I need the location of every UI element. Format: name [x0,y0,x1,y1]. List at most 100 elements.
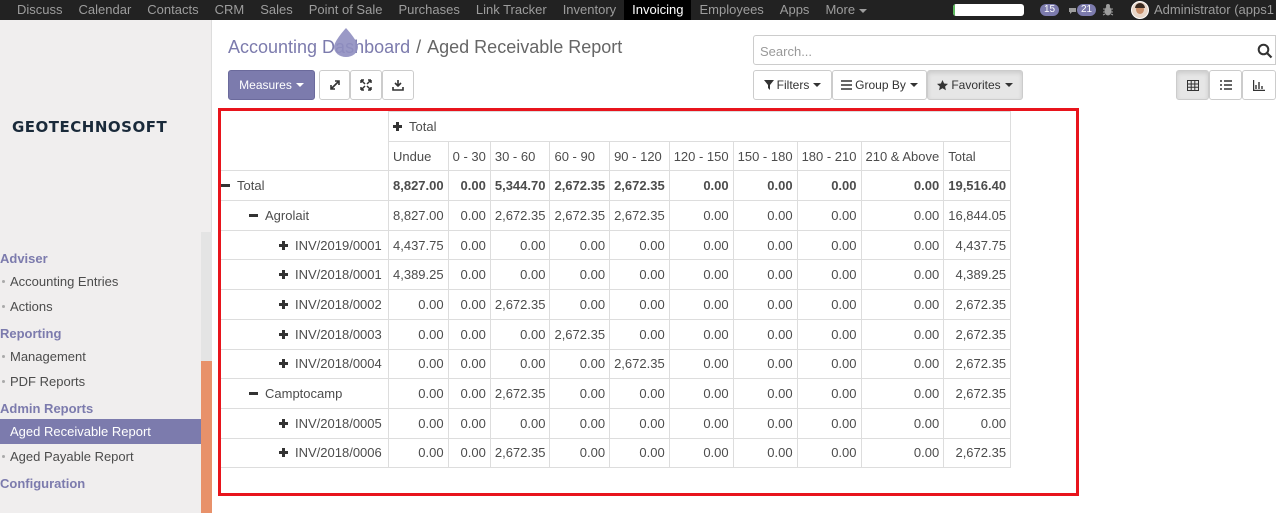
table-cell[interactable]: 0.00 [668,200,734,231]
table-cell[interactable]: 4,389.25 [388,259,449,291]
chat-indicator[interactable]: 21 [1068,2,1097,18]
pivot-view-button[interactable] [1176,70,1209,100]
table-cell[interactable]: 0.00 [609,259,670,291]
list-view-button[interactable] [1209,70,1242,100]
table-cell[interactable]: 0.00 [489,348,551,380]
row-header[interactable]: Camptocamp [220,378,389,409]
flip-axis-button[interactable] [319,70,350,100]
col-header[interactable]: 90 - 120 [609,140,670,172]
table-cell[interactable]: 2,672.35 [943,348,1012,380]
table-cell[interactable]: 0.00 [388,378,449,409]
col-header[interactable]: 120 - 150 [668,140,734,172]
table-cell[interactable]: 0.00 [860,318,945,350]
col-header[interactable]: 150 - 180 [732,140,798,172]
table-cell[interactable]: 0.00 [860,259,945,291]
table-cell[interactable]: 0.00 [609,407,670,439]
menu-item-crm[interactable]: CRM [214,2,245,17]
table-cell[interactable]: 0.00 [489,407,551,439]
table-cell[interactable]: 0.00 [796,437,862,469]
table-cell[interactable]: 0.00 [796,229,862,261]
graph-view-button[interactable] [1242,70,1276,100]
breadcrumb-parent[interactable]: Accounting Dashboard [228,37,411,57]
table-cell[interactable]: 0.00 [388,437,449,469]
table-cell[interactable]: 0.00 [668,259,734,291]
table-cell[interactable]: 0.00 [732,170,798,202]
table-cell[interactable]: 0.00 [796,200,862,231]
table-cell[interactable]: 0.00 [489,229,551,261]
table-cell[interactable]: 0.00 [549,348,611,380]
table-cell[interactable]: 0.00 [732,318,798,350]
table-cell[interactable]: 0.00 [447,318,491,350]
sidebar-scrollbar[interactable] [201,232,212,513]
download-button[interactable] [382,70,414,100]
table-cell[interactable]: 4,389.25 [943,259,1012,291]
table-cell[interactable]: 0.00 [447,229,491,261]
col-header[interactable]: 210 & Above [860,140,945,172]
table-cell[interactable]: 2,672.35 [609,170,670,202]
table-cell[interactable]: 2,672.35 [943,289,1012,320]
table-cell[interactable]: 2,672.35 [943,378,1012,409]
table-cell[interactable]: 0.00 [860,170,945,202]
table-cell[interactable]: 0.00 [796,259,862,291]
table-cell[interactable]: 0.00 [549,437,611,469]
menu-item-link-tracker[interactable]: Link Tracker [475,2,547,17]
menu-item-invoicing[interactable]: Invoicing [624,0,692,20]
table-cell[interactable]: 0.00 [860,437,945,469]
table-cell[interactable]: 19,516.40 [943,170,1012,202]
table-cell[interactable]: 0.00 [860,200,945,231]
filters-button[interactable]: Filters [753,70,832,100]
table-cell[interactable]: 0.00 [860,348,945,380]
user-avatar[interactable] [1131,1,1149,19]
menu-item-purchases[interactable]: Purchases [398,2,460,17]
table-cell[interactable]: 2,672.35 [489,378,551,409]
table-cell[interactable]: 0.00 [549,289,611,320]
table-cell[interactable]: 0.00 [668,437,734,469]
row-header[interactable]: Total [220,170,389,202]
table-cell[interactable]: 5,344.70 [489,170,551,202]
menu-item-more[interactable]: More [817,0,875,20]
table-cell[interactable]: 8,827.00 [388,200,449,231]
table-cell[interactable]: 0.00 [796,289,862,320]
sidebar-item-management[interactable]: Management [0,344,201,369]
table-cell[interactable]: 8,827.00 [388,170,449,202]
row-header[interactable]: Agrolait [220,200,389,231]
table-cell[interactable]: 0.00 [609,437,670,469]
table-cell[interactable]: 0.00 [668,348,734,380]
sidebar-item-pdf-reports[interactable]: PDF Reports [0,369,201,394]
table-cell[interactable]: 0.00 [447,407,491,439]
user-menu[interactable]: Administrator (apps1 [1154,2,1274,17]
table-cell[interactable]: 2,672.35 [943,437,1012,469]
table-cell[interactable]: 0.00 [549,259,611,291]
menu-item-contacts[interactable]: Contacts [147,2,199,17]
sidebar-item-accounting-entries[interactable]: Accounting Entries [0,269,201,294]
table-cell[interactable]: 0.00 [609,318,670,350]
table-cell[interactable]: 0.00 [732,289,798,320]
table-cell[interactable]: 2,672.35 [943,318,1012,350]
sidebar-item-actions[interactable]: Actions [0,294,201,319]
table-cell[interactable]: 0.00 [668,289,734,320]
favorites-button[interactable]: Favorites [927,70,1023,100]
table-cell[interactable]: 0.00 [796,170,862,202]
table-cell[interactable]: 0.00 [447,259,491,291]
menu-item-discuss[interactable]: Discuss [17,2,63,17]
expand-all-button[interactable] [350,70,382,100]
table-cell[interactable]: 0.00 [796,348,862,380]
menu-item-inventory[interactable]: Inventory [562,2,617,17]
table-cell[interactable]: 0.00 [609,229,670,261]
table-cell[interactable]: 4,437.75 [388,229,449,261]
messages-indicator[interactable]: 15 [1040,2,1060,18]
table-cell[interactable]: 4,437.75 [943,229,1012,261]
table-cell[interactable]: 0.00 [447,289,491,320]
table-cell[interactable]: 2,672.35 [549,170,611,202]
debug-bug-icon[interactable] [1101,3,1115,17]
sidebar-item-aged-receivable-report[interactable]: Aged Receivable Report [0,419,201,444]
table-cell[interactable]: 0.00 [447,378,491,409]
table-cell[interactable]: 2,672.35 [489,200,551,231]
search-icon[interactable] [1257,43,1273,59]
table-cell[interactable]: 0.00 [549,229,611,261]
table-cell[interactable]: 2,672.35 [489,289,551,320]
col-header[interactable]: Total [943,140,1012,172]
col-header[interactable]: 0 - 30 [447,140,491,172]
row-header[interactable]: INV/2018/0003 [220,318,389,350]
row-header[interactable]: INV/2018/0006 [220,437,389,469]
